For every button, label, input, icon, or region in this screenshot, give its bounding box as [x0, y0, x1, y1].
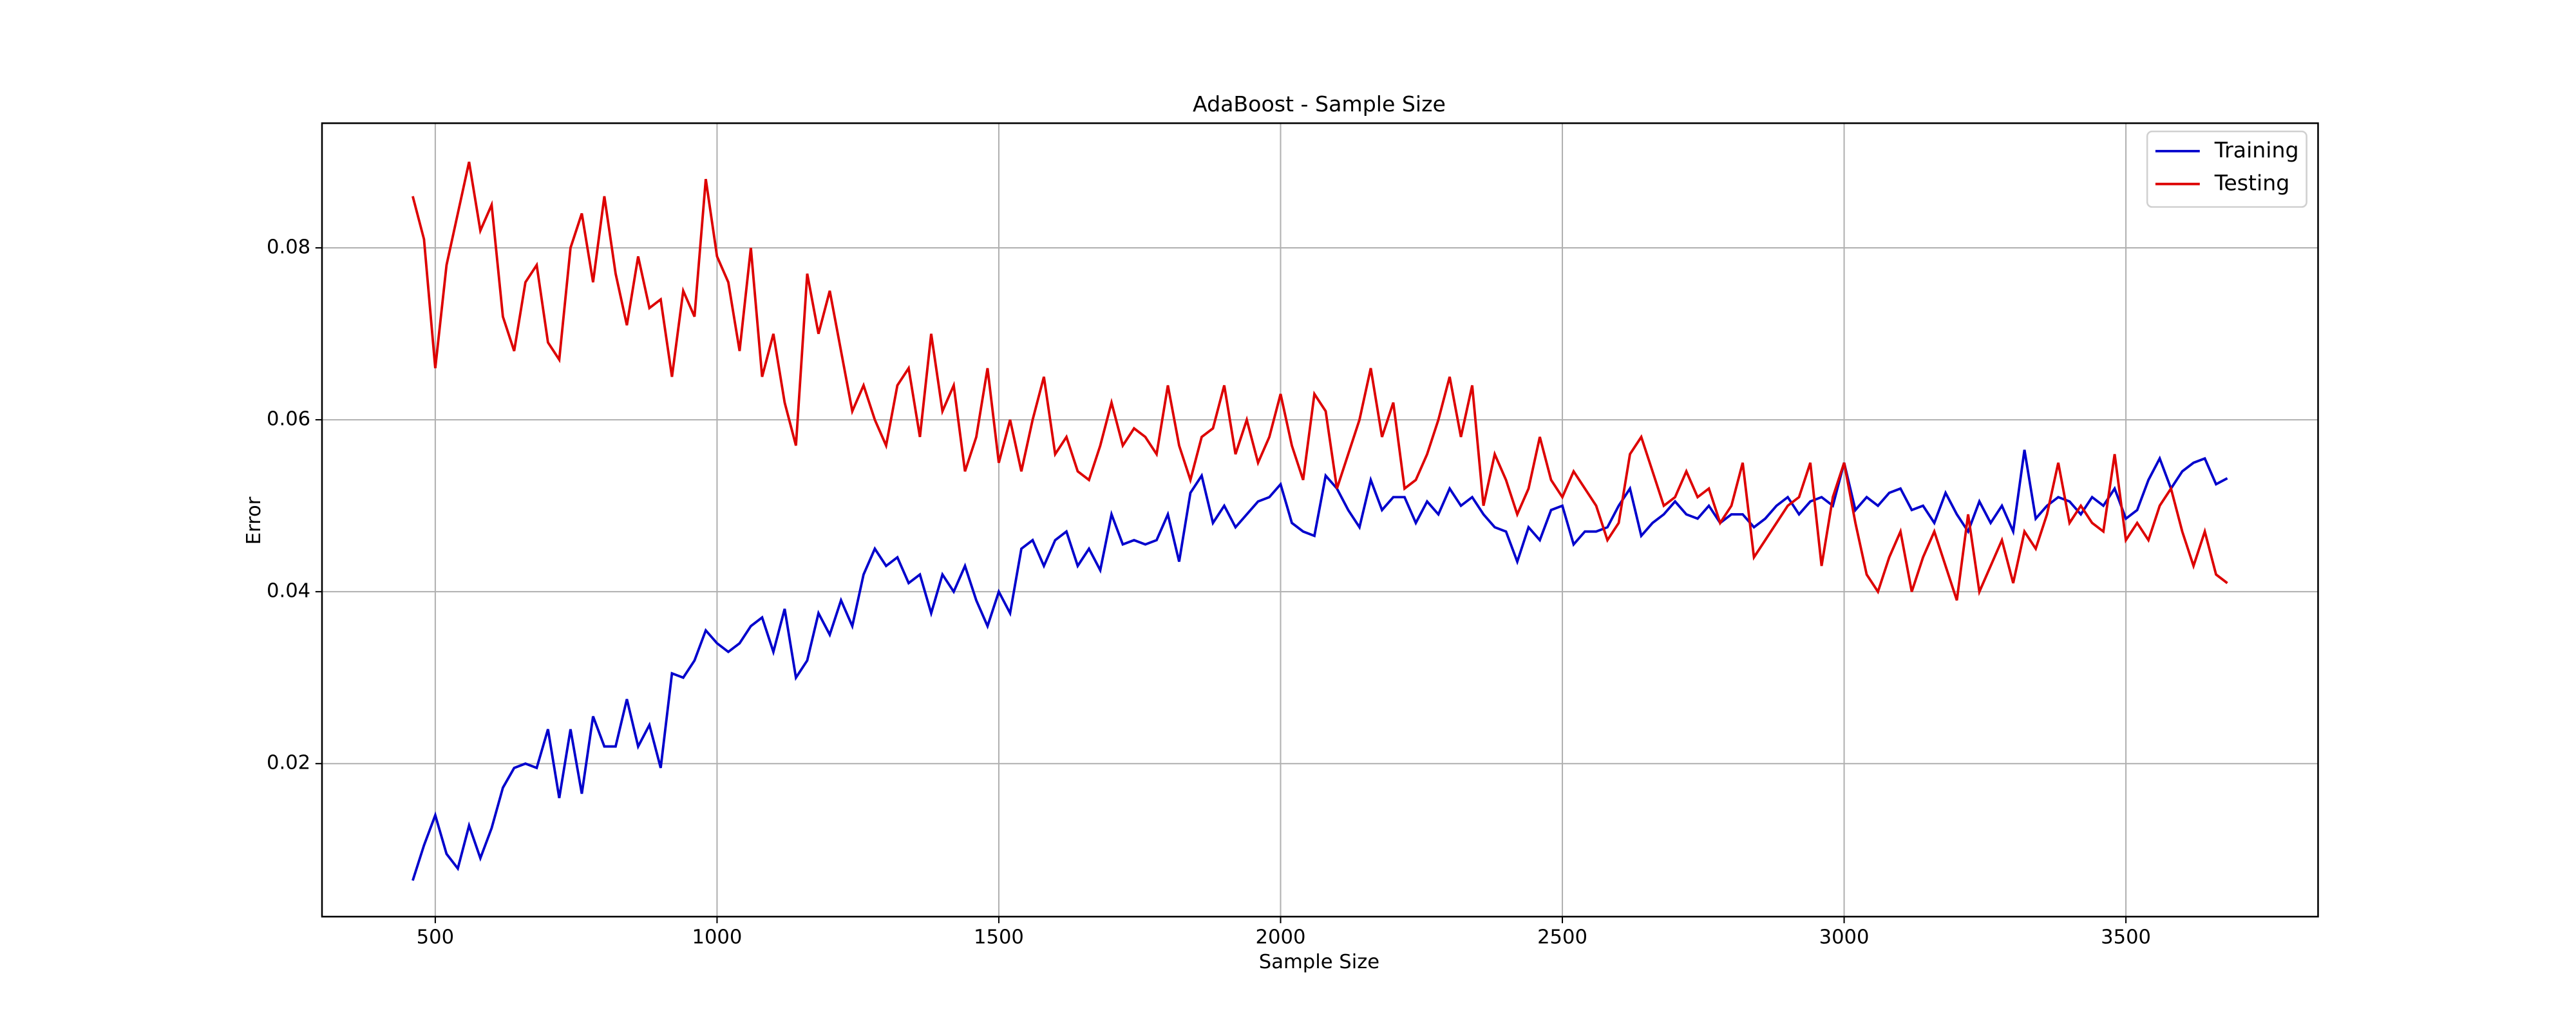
x-tick-label: 2500	[1537, 926, 1587, 949]
chart-title: AdaBoost - Sample Size	[1193, 91, 1446, 117]
x-tick-label: 2000	[1256, 926, 1306, 949]
x-axis-label: Sample Size	[1259, 951, 1379, 973]
series-line	[412, 449, 2228, 881]
x-tick-label: 1000	[692, 926, 742, 949]
x-tick-label: 3000	[1819, 926, 1870, 949]
series-line	[412, 162, 2228, 601]
x-tick-label: 500	[417, 926, 454, 949]
y-tick-label: 0.04	[267, 580, 310, 603]
y-axis-label: Error	[243, 496, 265, 545]
y-tick-label: 0.06	[267, 408, 310, 431]
x-tick-label: 3500	[2101, 926, 2151, 949]
legend-label: Training	[2214, 137, 2299, 162]
legend-label: Testing	[2214, 170, 2290, 195]
y-tick-label: 0.02	[267, 752, 310, 774]
plot-frame	[321, 122, 2319, 918]
x-tick-label: 1500	[974, 926, 1024, 949]
y-tick-label: 0.08	[267, 236, 310, 259]
